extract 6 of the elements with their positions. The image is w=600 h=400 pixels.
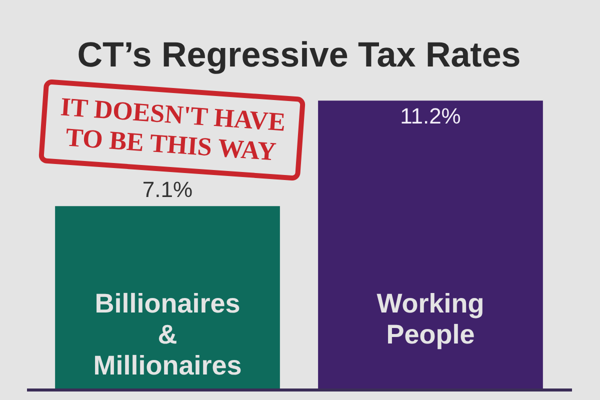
data-label: 7.1% bbox=[142, 177, 193, 202]
x-tick-label: Billionaires & Millionaires bbox=[93, 288, 242, 380]
chart-title: CT’s Regressive Tax Rates bbox=[77, 36, 521, 75]
annotation: IT DOESN'T HAVE TO BE THIS WAY bbox=[58, 92, 288, 168]
data-label: 11.2% bbox=[400, 104, 461, 129]
x-tick-label: Working People bbox=[376, 288, 484, 350]
